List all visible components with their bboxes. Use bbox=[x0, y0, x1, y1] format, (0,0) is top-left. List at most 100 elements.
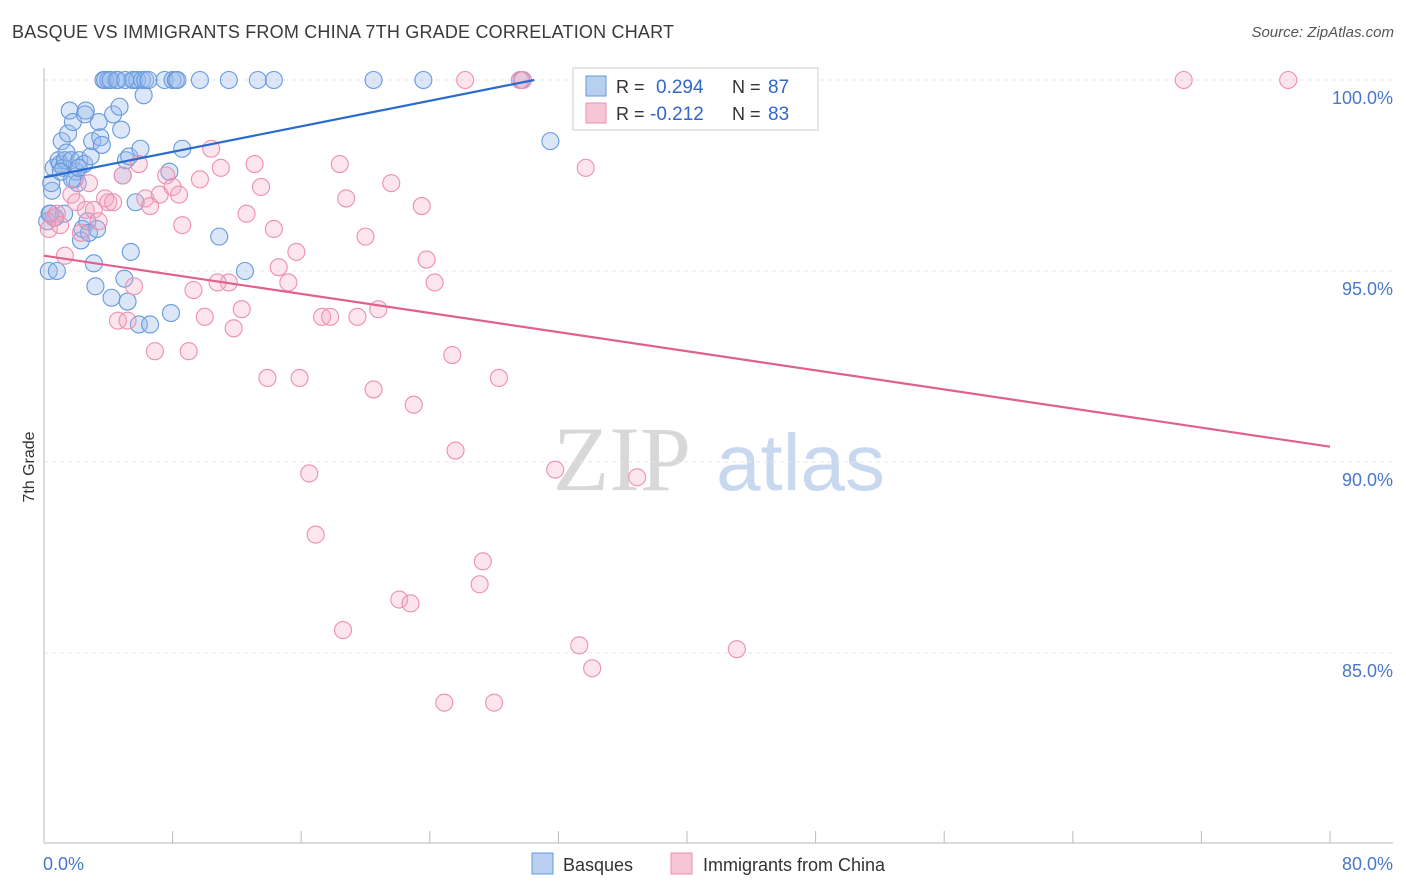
china-point bbox=[89, 212, 108, 231]
basques-point bbox=[541, 132, 560, 151]
china-point bbox=[264, 219, 283, 239]
china-point bbox=[287, 242, 306, 261]
china-point bbox=[417, 250, 436, 269]
china-point bbox=[269, 258, 288, 277]
y-tick-label: 85.0% bbox=[1342, 661, 1393, 681]
basques-point bbox=[108, 70, 127, 90]
stats-n-label-basques: N = bbox=[732, 77, 761, 97]
basques-point bbox=[86, 277, 105, 296]
china-point bbox=[173, 216, 192, 235]
china-point bbox=[348, 307, 367, 326]
china-point bbox=[39, 219, 58, 239]
basques-point bbox=[69, 158, 88, 177]
watermark-zip: ZIP bbox=[553, 408, 691, 510]
china-point bbox=[245, 154, 264, 174]
china-point bbox=[470, 575, 489, 594]
china-point bbox=[337, 189, 356, 208]
china-point bbox=[356, 227, 375, 246]
china-point bbox=[251, 177, 271, 197]
basques-point bbox=[190, 70, 209, 90]
basques-point bbox=[210, 227, 229, 246]
stats-r-value-basques: 0.294 bbox=[656, 77, 704, 98]
china-point bbox=[84, 200, 103, 219]
basques-point bbox=[52, 132, 71, 151]
stats-swatch-china bbox=[585, 102, 607, 124]
china-point bbox=[108, 311, 127, 330]
china-point bbox=[113, 166, 132, 185]
watermark-atlas: atlas bbox=[716, 418, 885, 507]
basques-point bbox=[414, 70, 433, 90]
china-point bbox=[485, 693, 504, 712]
chart-title: BASQUE VS IMMIGRANTS FROM CHINA 7TH GRAD… bbox=[12, 22, 675, 42]
china-point bbox=[279, 273, 298, 292]
china-point bbox=[435, 693, 454, 712]
y-tick-label: 100.0% bbox=[1332, 88, 1393, 108]
legend-swatch-basques bbox=[531, 852, 554, 875]
basques-point bbox=[168, 70, 187, 90]
stats-r-label-basques: R = bbox=[616, 77, 645, 97]
basques-point bbox=[47, 261, 66, 281]
x-tick-label-max: 80.0% bbox=[1342, 854, 1393, 874]
china-point bbox=[258, 368, 277, 388]
basques-point bbox=[116, 70, 135, 90]
source-label: Source: ZipAtlas.com bbox=[1251, 24, 1394, 41]
china-point bbox=[1279, 70, 1298, 90]
y-tick-label: 90.0% bbox=[1342, 470, 1393, 490]
basques-point bbox=[42, 181, 62, 200]
basques-point bbox=[121, 242, 140, 261]
china-point bbox=[546, 460, 565, 479]
china-point bbox=[727, 640, 746, 659]
basques-point bbox=[112, 120, 131, 139]
stats-legend-box bbox=[572, 67, 819, 131]
basques-point bbox=[134, 86, 153, 105]
china-point bbox=[425, 273, 444, 292]
china-point bbox=[404, 395, 423, 414]
basques-point bbox=[102, 288, 121, 307]
china-point bbox=[456, 70, 475, 90]
gridlines: 100.0% 95.0% 90.0% 85.0% bbox=[44, 79, 1393, 681]
china-point bbox=[190, 170, 209, 189]
basques-point bbox=[59, 124, 78, 143]
data-points bbox=[38, 70, 1298, 712]
china-point bbox=[71, 223, 91, 242]
china-point bbox=[628, 468, 647, 487]
china-point bbox=[195, 307, 214, 326]
basques-point bbox=[126, 193, 145, 212]
axes bbox=[43, 68, 1393, 844]
china-point bbox=[47, 204, 66, 223]
basques-point bbox=[110, 97, 129, 116]
basques-point bbox=[115, 269, 134, 288]
basques-point bbox=[131, 139, 150, 158]
china-point bbox=[369, 300, 388, 319]
y-axis-label: 7th Grade bbox=[21, 431, 38, 502]
china-point bbox=[390, 590, 409, 609]
basques-point bbox=[89, 112, 108, 132]
china-point bbox=[145, 342, 164, 361]
y-tick-label: 95.0% bbox=[1342, 279, 1393, 299]
bottom-legend: Basques Immigrants from China bbox=[531, 852, 886, 875]
china-point bbox=[237, 204, 256, 223]
basques-point bbox=[141, 315, 160, 334]
china-point bbox=[570, 636, 589, 655]
china-point bbox=[401, 594, 420, 613]
china-point bbox=[163, 177, 182, 197]
stats-legend: R = 0.294 N = 87 R = -0.212 N = 83 bbox=[572, 67, 819, 131]
basques-point bbox=[101, 70, 120, 90]
china-point bbox=[412, 197, 431, 216]
legend-label-china: Immigrants from China bbox=[703, 855, 886, 875]
basques-point bbox=[364, 70, 383, 90]
basques-point bbox=[161, 303, 181, 323]
basques-trend-line bbox=[43, 78, 535, 179]
china-point bbox=[473, 552, 492, 571]
china-point bbox=[330, 154, 349, 174]
basques-point bbox=[91, 128, 110, 147]
stats-n-value-basques: 87 bbox=[768, 77, 789, 98]
basques-point bbox=[118, 292, 137, 311]
china-point bbox=[290, 368, 309, 388]
china-point bbox=[489, 368, 508, 388]
legend-label-basques: Basques bbox=[563, 855, 633, 875]
stats-swatch-basques bbox=[585, 75, 607, 97]
basques-point bbox=[248, 70, 267, 90]
x-tick-label-min: 0.0% bbox=[43, 854, 84, 874]
